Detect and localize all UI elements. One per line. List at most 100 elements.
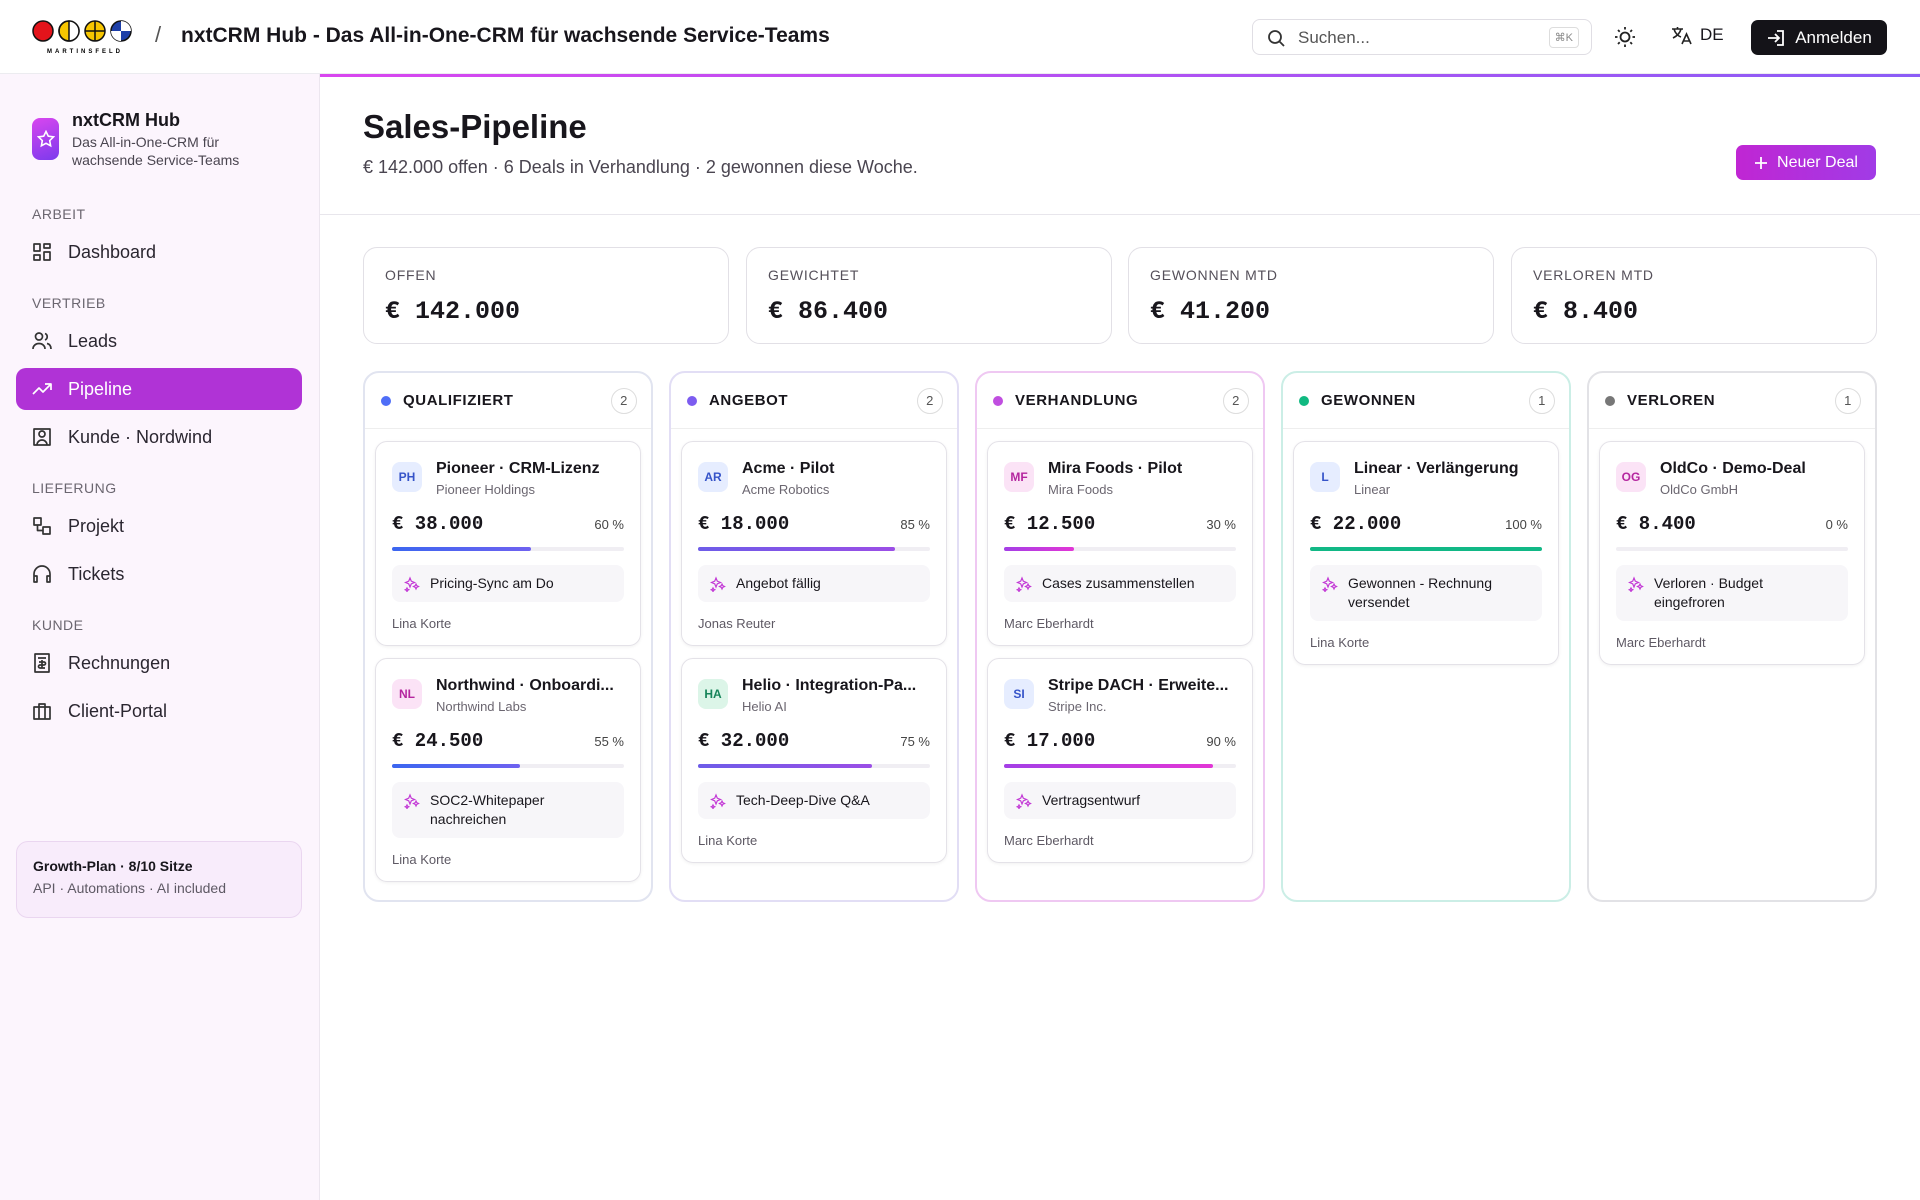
column-header: QUALIFIZIERT 2 <box>365 373 651 429</box>
deal-title: Northwind · Onboardi... <box>436 677 614 694</box>
new-deal-button[interactable]: Neuer Deal <box>1736 145 1876 180</box>
probability-bar <box>392 764 520 768</box>
deal-company: Pioneer Holdings <box>436 482 536 497</box>
card-head: SI Stripe DACH · Erweite... Stripe Inc. <box>1004 677 1236 714</box>
nav-label: Pipeline <box>68 378 133 399</box>
card-head: L Linear · Verlängerung Linear <box>1310 460 1542 497</box>
card-head: OG OldCo · Demo-Deal OldCo GmbH <box>1616 460 1848 497</box>
deal-probability: 30 % <box>1206 516 1236 532</box>
nav-item[interactable]: Tickets <box>16 553 302 595</box>
probability-bar <box>1004 764 1213 768</box>
amount-row: € 22.000 100 % <box>1310 513 1542 535</box>
card-text: Acme · Pilot Acme Robotics <box>742 460 834 497</box>
card-head: NL Northwind · Onboardi... Northwind Labs <box>392 677 624 714</box>
deal-note: Verloren · Budget eingefroren <box>1616 565 1848 621</box>
search-placeholder: Suchen... <box>1298 28 1370 47</box>
search-icon <box>1268 30 1285 47</box>
theme-toggle[interactable] <box>1614 26 1636 48</box>
deal-title: Stripe DACH · Erweite... <box>1048 677 1229 694</box>
deal-note: Gewonnen - Rechnung versendet <box>1310 565 1542 621</box>
nav-item[interactable]: Kunde · Nordwind <box>16 416 302 458</box>
nav-section-title: KUNDE <box>32 617 84 633</box>
column-count: 2 <box>611 387 637 414</box>
note-text: Cases zusammenstellen <box>1042 575 1195 591</box>
deal-card[interactable]: NL Northwind · Onboardi... Northwind Labs €… <box>375 658 641 882</box>
amount-row: € 12.500 30 % <box>1004 513 1236 535</box>
probability-bar <box>1004 547 1074 551</box>
kpi-card: GEWONNEN MTD € 41.200 <box>1128 247 1494 344</box>
deal-card[interactable]: L Linear · Verlängerung Linear € 22.000 100 … <box>1293 441 1559 665</box>
deal-card[interactable]: MF Mira Foods · Pilot Mira Foods € 12.500 30… <box>987 441 1253 646</box>
deal-probability: 0 % <box>1825 516 1848 532</box>
deal-owner: Marc Eberhardt <box>1004 833 1094 848</box>
deal-amount: € 38.000 <box>392 513 484 535</box>
search-box[interactable]: Suchen... ⌘K <box>1252 19 1592 55</box>
column-title: VERLOREN <box>1627 392 1716 409</box>
deal-card[interactable]: SI Stripe DACH · Erweite... Stripe Inc. € 1… <box>987 658 1253 863</box>
column-header: VERHANDLUNG 2 <box>977 373 1263 429</box>
deal-note: Tech-Deep-Dive Q&A <box>698 782 930 819</box>
login-button[interactable]: Anmelden <box>1751 20 1887 55</box>
pipeline-column: ANGEBOT 2 AR Acme · Pilot Acme Robotics € 18.… <box>669 371 959 902</box>
note-icon <box>710 793 726 809</box>
pipeline-column: VERLOREN 1 OG OldCo · Demo-Deal OldCo GmbH € … <box>1587 371 1877 902</box>
deal-company: Northwind Labs <box>436 699 527 714</box>
probability-track <box>698 764 930 768</box>
nav-item[interactable]: Projekt <box>16 505 302 547</box>
avatar: OG <box>1616 462 1646 492</box>
language-icon <box>1672 27 1692 45</box>
status-dot <box>687 395 697 406</box>
amount-row: € 17.000 90 % <box>1004 730 1236 752</box>
nav-section-title: VERTRIEB <box>32 295 106 311</box>
deal-owner: Marc Eberhardt <box>1616 635 1706 650</box>
language-switch[interactable]: DE <box>1670 24 1724 46</box>
amount-row: € 18.000 85 % <box>698 513 930 535</box>
logo[interactable]: MARTINSFELD <box>32 20 138 56</box>
probability-track <box>392 764 624 768</box>
nav-label: Leads <box>68 330 118 351</box>
deal-title: Acme · Pilot <box>742 460 835 477</box>
nav-icon <box>33 517 51 535</box>
deal-card[interactable]: HA Helio · Integration-Pa... Helio AI € 32.… <box>681 658 947 863</box>
kpi-value: € 8.400 <box>1533 297 1639 326</box>
deal-owner: Lina Korte <box>1310 635 1370 650</box>
deal-note: Cases zusammenstellen <box>1004 565 1236 602</box>
deal-owner: Lina Korte <box>698 833 758 848</box>
pipeline-column: GEWONNEN 1 L Linear · Verlängerung Linear € 2… <box>1281 371 1571 902</box>
deal-card[interactable]: OG OldCo · Demo-Deal OldCo GmbH € 8.400 0 % V… <box>1599 441 1865 665</box>
nav-icon <box>32 332 52 350</box>
main-subtitle: € 142.000 offen · 6 Deals in Verhandlung… <box>363 157 918 177</box>
kpi-value: € 142.000 <box>385 297 521 326</box>
deal-probability: 90 % <box>1206 733 1236 749</box>
nav-label: Tickets <box>68 563 125 584</box>
card-text: Helio · Integration-Pa... Helio AI <box>742 677 916 714</box>
avatar: PH <box>392 462 422 492</box>
nav-item[interactable]: Leads <box>16 320 302 362</box>
note-icon <box>1322 576 1338 592</box>
nav-item[interactable]: Pipeline <box>16 368 302 410</box>
card-head: PH Pioneer · CRM-Lizenz Pioneer Holdings <box>392 460 624 497</box>
avatar: MF <box>1004 462 1034 492</box>
column-title: GEWONNEN <box>1321 392 1416 409</box>
nav-item[interactable]: Client-Portal <box>16 690 302 732</box>
deal-company: Acme Robotics <box>742 482 830 497</box>
kpi-label: GEWICHTET <box>768 267 860 283</box>
deal-card[interactable]: PH Pioneer · CRM-Lizenz Pioneer Holdings € … <box>375 441 641 646</box>
deal-amount: € 24.500 <box>392 730 484 752</box>
card-text: OldCo · Demo-Deal OldCo GmbH <box>1660 460 1806 497</box>
note-text: Pricing-Sync am Do <box>430 575 554 591</box>
note-icon <box>404 576 420 592</box>
nav-item[interactable]: Rechnungen <box>16 642 302 684</box>
deal-card[interactable]: AR Acme · Pilot Acme Robotics € 18.000 85 % A… <box>681 441 947 646</box>
deal-company: Helio AI <box>742 699 787 714</box>
divider <box>320 214 1920 215</box>
note-icon <box>1016 576 1032 592</box>
deal-note: Angebot fällig <box>698 565 930 602</box>
status-dot <box>1605 395 1615 406</box>
probability-bar <box>698 547 896 551</box>
nav-item[interactable]: Dashboard <box>16 231 302 273</box>
deal-probability: 85 % <box>900 516 930 532</box>
probability-track <box>392 547 624 551</box>
column-title: VERHANDLUNG <box>1015 392 1139 409</box>
